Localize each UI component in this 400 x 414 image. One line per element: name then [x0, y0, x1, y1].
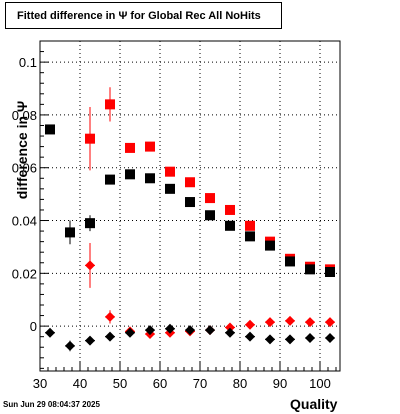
data-point-diamond — [265, 317, 275, 328]
data-point-diamond — [325, 333, 335, 343]
data-point-square — [225, 220, 235, 231]
y-axis-label: difference in Ψ — [14, 100, 30, 200]
x-tick-label: 60 — [153, 376, 167, 391]
data-point-square — [145, 173, 155, 184]
x-tick-label: 80 — [233, 376, 247, 391]
y-tick-label: 0.04 — [12, 214, 37, 229]
data-point-square — [165, 183, 175, 194]
data-point-square — [65, 227, 75, 238]
y-tick-label: 0.06 — [12, 161, 37, 176]
x-tick-label: 30 — [33, 376, 47, 391]
data-point-square — [85, 218, 95, 229]
data-point-square — [225, 204, 235, 215]
data-point-square — [185, 197, 195, 208]
data-point-square — [245, 220, 255, 231]
data-point-diamond — [265, 334, 275, 345]
x-tick-label: 50 — [113, 376, 127, 391]
data-point-diamond — [105, 331, 115, 342]
data-point-square — [205, 193, 215, 204]
data-point-square — [145, 141, 155, 152]
data-point-square — [165, 166, 175, 177]
data-point-diamond — [305, 317, 315, 328]
data-point-diamond — [125, 327, 135, 338]
data-point-square — [265, 240, 275, 251]
data-point-diamond — [325, 317, 335, 328]
chart-title: Fitted difference in Ψ for Global Rec Al… — [17, 10, 261, 22]
data-point-diamond — [305, 333, 315, 343]
data-point-square — [185, 177, 195, 188]
timestamp: Sun Jun 29 08:04:37 2025 — [3, 400, 100, 409]
x-tick-label: 90 — [273, 376, 287, 391]
data-point-square — [285, 256, 295, 267]
x-axis-label: Quality — [290, 396, 338, 412]
y-tick-label: 0.1 — [19, 55, 37, 70]
data-point-square — [105, 174, 115, 185]
x-tick-label: 40 — [73, 376, 87, 391]
data-point-diamond — [65, 340, 75, 351]
data-point-diamond — [245, 331, 255, 342]
data-point-square — [125, 169, 135, 180]
data-markers — [45, 87, 335, 352]
data-point-square — [245, 231, 255, 242]
data-point-square — [85, 133, 95, 144]
y-tick-label: 0.02 — [12, 266, 37, 281]
x-tick-label: 70 — [193, 376, 207, 391]
data-point-diamond — [145, 325, 155, 336]
data-point-square — [125, 142, 135, 153]
data-point-diamond — [225, 322, 235, 333]
data-point-square — [45, 124, 55, 135]
data-point-square — [105, 99, 115, 110]
data-point-square — [305, 264, 315, 275]
data-point-square — [325, 267, 335, 277]
title-box: Fitted difference in Ψ for Global Rec Al… — [5, 2, 282, 29]
data-point-diamond — [285, 334, 295, 345]
y-tick-label: 0.08 — [12, 108, 37, 123]
data-point-diamond — [285, 315, 295, 326]
data-point-diamond — [185, 325, 195, 336]
data-point-diamond — [165, 323, 175, 334]
axis-ticks: 30 40 50 60 70 80 90 100 0 0.02 0.04 0.06 0.08 0.1 — [12, 40, 337, 391]
x-tick-label: 100 — [309, 376, 331, 391]
data-point-diamond — [45, 327, 55, 338]
data-point-diamond — [85, 335, 95, 346]
plot-frame — [39, 40, 341, 372]
y-tick-label: 0 — [30, 319, 37, 334]
data-point-diamond — [105, 311, 115, 322]
data-point-diamond — [245, 319, 255, 330]
data-point-diamond — [205, 325, 215, 336]
data-point-diamond — [85, 260, 95, 271]
data-point-square — [205, 210, 215, 221]
data-point-diamond — [225, 327, 235, 338]
